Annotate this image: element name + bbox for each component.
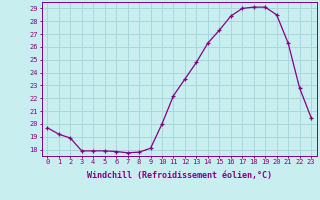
X-axis label: Windchill (Refroidissement éolien,°C): Windchill (Refroidissement éolien,°C) (87, 171, 272, 180)
